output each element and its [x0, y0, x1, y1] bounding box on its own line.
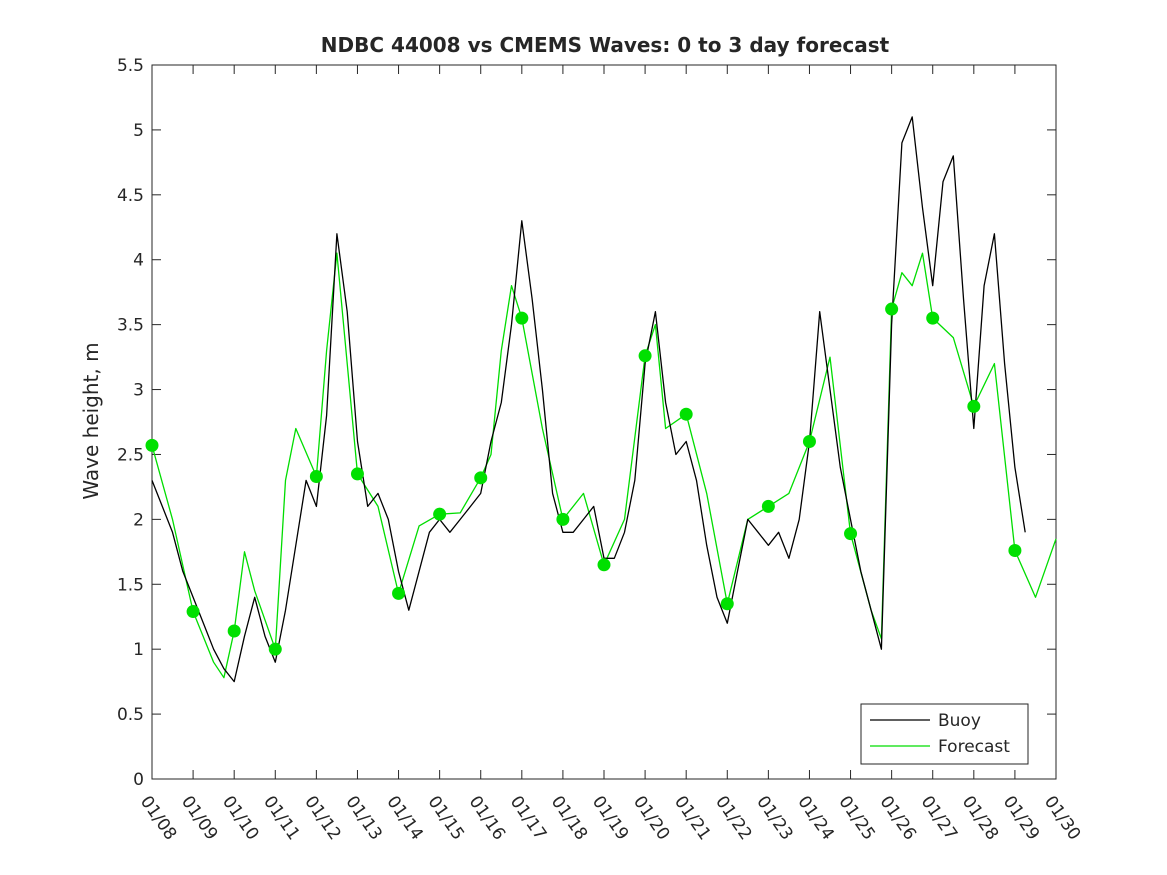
y-tick-label: 3: [133, 381, 144, 401]
y-tick-label: 3.5: [117, 316, 144, 336]
forecast-marker: [844, 527, 858, 541]
forecast-marker: [515, 311, 529, 325]
y-tick-label: 4: [133, 251, 144, 271]
forecast-marker: [597, 558, 611, 572]
forecast-marker: [186, 605, 200, 619]
y-tick-label: 0.5: [117, 705, 144, 725]
forecast-marker: [392, 586, 406, 600]
forecast-marker: [967, 399, 981, 413]
legend-forecast-label: Forecast: [938, 737, 1010, 757]
y-tick-label: 4.5: [117, 186, 144, 206]
forecast-marker: [350, 467, 364, 481]
forecast-marker: [556, 512, 570, 526]
legend-box: [860, 703, 1029, 765]
y-tick-label: 5: [133, 121, 144, 141]
forecast-marker: [1008, 544, 1022, 558]
y-axis-ticks: 0 0.5 1 1.5 2 2.5 3 3.5 4 4.5 5 5.5: [117, 56, 1056, 790]
forecast-marker: [720, 597, 734, 611]
y-axis-label: Wave height, m: [79, 342, 103, 499]
series-line-forecast: [151, 252, 1057, 679]
y-tick-label: 1: [133, 640, 144, 660]
y-tick-label: 2.5: [117, 445, 144, 465]
forecast-marker: [145, 438, 159, 452]
y-tick-label: 5.5: [117, 56, 144, 76]
chart-title: NDBC 44008 vs CMEMS Waves: 0 to 3 day fo…: [321, 33, 890, 57]
forecast-marker: [474, 471, 488, 485]
forecast-marker: [761, 499, 775, 513]
y-tick-label: 0: [133, 770, 144, 790]
forecast-markers: [145, 302, 1022, 656]
series-layer: [151, 116, 1057, 683]
forecast-marker: [802, 434, 816, 448]
series-line-buoy: [151, 116, 1026, 683]
forecast-marker: [268, 642, 282, 656]
legend: Buoy Forecast: [860, 703, 1029, 765]
forecast-marker: [227, 624, 241, 638]
y-tick-label: 2: [133, 510, 144, 530]
legend-buoy-label: Buoy: [938, 711, 981, 731]
forecast-marker: [885, 302, 899, 316]
forecast-marker: [679, 407, 693, 421]
forecast-marker: [638, 349, 652, 363]
forecast-marker: [926, 311, 940, 325]
forecast-marker: [309, 470, 323, 484]
forecast-marker: [433, 507, 447, 521]
y-tick-label: 1.5: [117, 575, 144, 595]
